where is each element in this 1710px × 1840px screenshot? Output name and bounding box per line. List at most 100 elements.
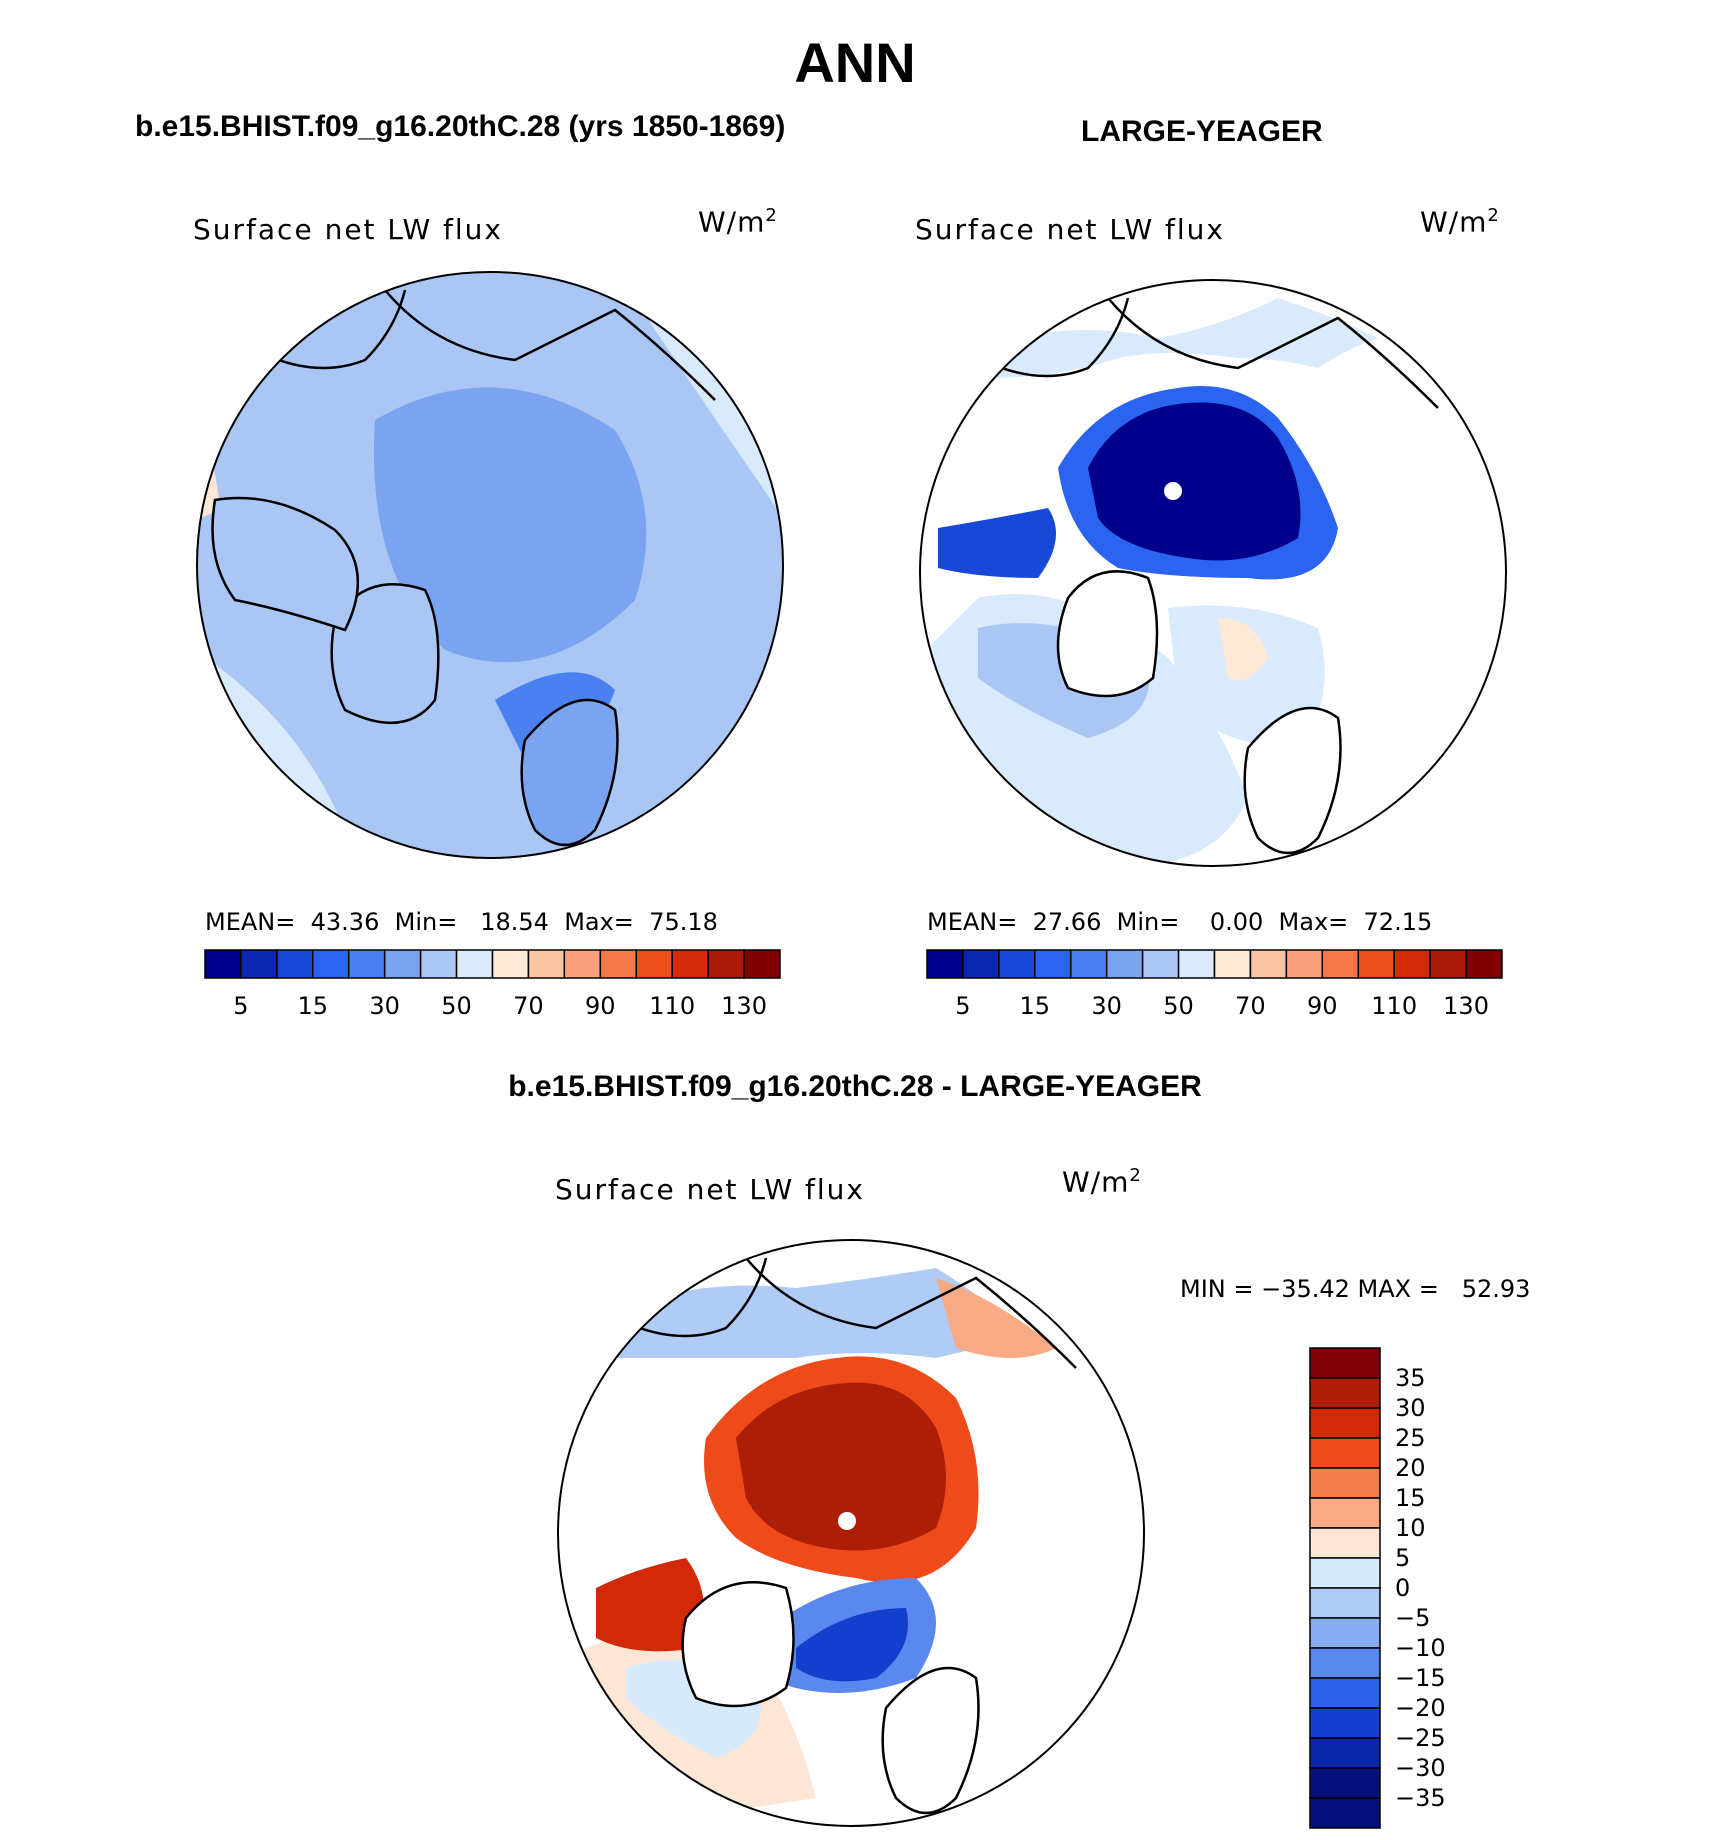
diff-colorbar-tick: 5 <box>1395 1544 1411 1572</box>
case-alaska-coast <box>254 289 407 370</box>
obs-colorbar-box-8 <box>1213 949 1252 979</box>
obs-colorbar-tick: 130 <box>1443 992 1489 1020</box>
diff-scandinavia <box>881 1666 980 1815</box>
obs-colorbar-tick: 5 <box>955 992 971 1020</box>
obs-colorbar-box-1 <box>962 949 1000 979</box>
case-colorbar <box>204 949 781 979</box>
case-colorbar-tick: 70 <box>513 992 544 1020</box>
obs-colorbar-box-12 <box>1357 949 1395 979</box>
diff-colorbar-box-10 <box>1309 1647 1381 1679</box>
diff-field-label: Surface net LW flux <box>555 1173 865 1206</box>
obs-colorbar-box-10 <box>1285 949 1324 979</box>
obs-colorbar-box-9 <box>1249 949 1288 979</box>
case-colorbar-ticks: 5 15 30 50 70 90 110 130 <box>205 992 780 1022</box>
case-stats-line: MEAN= 43.36 Min= 18.54 Max= 75.18 <box>205 908 718 936</box>
diff-colorbar-tick: 0 <box>1395 1574 1411 1602</box>
obs-colorbar-tick: 30 <box>1091 992 1122 1020</box>
diff-barents-core <box>796 1608 908 1682</box>
obs-colorbar-box-3 <box>1034 949 1072 979</box>
case-panel-title: b.e15.BHIST.f09_g16.20thC.28 (yrs 1850-1… <box>135 110 786 143</box>
diff-greenland <box>681 1581 795 1708</box>
diff-colorbar-box-5 <box>1309 1497 1381 1529</box>
obs-greenland <box>1056 570 1159 698</box>
diff-colorbar-box-9 <box>1309 1617 1381 1649</box>
case-siberia-coast <box>384 289 716 401</box>
case-colorbar-box-4 <box>348 949 386 979</box>
case-colorbar-box-5 <box>383 949 422 979</box>
obs-colorbar-box-11 <box>1321 949 1359 979</box>
obs-pole-marker <box>1164 482 1182 500</box>
case-colorbar-tick: 15 <box>297 992 329 1020</box>
obs-colorbar-box-6 <box>1141 949 1180 979</box>
obs-colorbar-box-14 <box>1429 949 1467 979</box>
case-arctic-field <box>373 387 647 663</box>
diff-colorbar-box-0 <box>1309 1347 1381 1379</box>
case-colorbar-box-12 <box>635 949 673 979</box>
case-colorbar-box-7 <box>455 949 494 979</box>
diff-colorbar-tick: −35 <box>1395 1784 1446 1812</box>
obs-colorbar-box-13 <box>1393 949 1431 979</box>
diff-colorbar-tick: 20 <box>1395 1454 1426 1482</box>
figure-title: ANN <box>794 31 916 94</box>
obs-colorbar-box-5 <box>1105 949 1144 979</box>
obs-colorbar-box-4 <box>1070 949 1108 979</box>
case-colorbar-box-1 <box>240 949 278 979</box>
obs-alaska-coast <box>977 297 1130 378</box>
diff-colorbar-tick: −10 <box>1395 1634 1446 1662</box>
case-colorbar-box-8 <box>491 949 530 979</box>
obs-colorbar-ticks: 5 15 30 50 70 90 110 130 <box>927 992 1502 1022</box>
obs-polar-map <box>919 279 1507 867</box>
diff-colorbar-tick: −5 <box>1395 1604 1431 1632</box>
obs-siberia-coast <box>1107 297 1439 409</box>
diff-colorbar-box-4 <box>1309 1467 1381 1499</box>
diff-minmax-label: MIN = −35.42 MAX = 52.93 <box>1180 1275 1531 1303</box>
obs-colorbar-box-15 <box>1465 949 1503 979</box>
diff-colorbar <box>1309 1347 1381 1829</box>
diff-pole-marker <box>838 1512 856 1530</box>
diff-colorbar-box-13 <box>1309 1737 1381 1769</box>
diff-polar-map <box>557 1239 1145 1827</box>
obs-baffin-band <box>938 508 1056 578</box>
obs-stats-line: MEAN= 27.66 Min= 0.00 Max= 72.15 <box>927 908 1433 936</box>
diff-bering-warm <box>936 1278 1056 1358</box>
obs-colorbar-tick: 90 <box>1307 992 1338 1020</box>
obs-units-label: W/m2 <box>1420 205 1500 239</box>
obs-colorbar <box>926 949 1503 979</box>
diff-baffin-warm <box>596 1558 704 1652</box>
case-colorbar-tick: 90 <box>585 992 616 1020</box>
diff-colorbar-tick: 35 <box>1395 1364 1426 1392</box>
obs-colorbar-box-2 <box>998 949 1036 979</box>
case-colorbar-box-10 <box>563 949 602 979</box>
case-colorbar-box-3 <box>312 949 350 979</box>
case-colorbar-tick: 110 <box>649 992 696 1020</box>
obs-colorbar-tick: 70 <box>1235 992 1266 1020</box>
case-units-label: W/m2 <box>698 205 778 239</box>
diff-colorbar-box-6 <box>1309 1527 1381 1559</box>
diff-colorbar-box-8 <box>1309 1587 1381 1619</box>
diff-units-label: W/m2 <box>1062 1165 1142 1199</box>
diff-colorbar-tick: −30 <box>1395 1754 1446 1782</box>
case-colorbar-tick: 130 <box>721 992 767 1020</box>
case-colorbar-box-11 <box>599 949 637 979</box>
obs-colorbar-box-0 <box>926 949 964 979</box>
diff-colorbar-tick: −25 <box>1395 1724 1446 1752</box>
diff-colorbar-tick: −15 <box>1395 1664 1446 1692</box>
obs-field-label: Surface net LW flux <box>915 213 1225 246</box>
diff-colorbar-ticks: 35 30 25 20 15 10 5 0 −5 −10 −15 −20 −25 −30 −35 <box>1395 1348 1475 1828</box>
case-colorbar-box-2 <box>276 949 314 979</box>
case-colorbar-tick: 50 <box>441 992 472 1020</box>
diff-colorbar-box-11 <box>1309 1677 1381 1709</box>
diff-colorbar-box-15 <box>1309 1797 1381 1829</box>
obs-colorbar-tick: 50 <box>1163 992 1194 1020</box>
case-colorbar-box-14 <box>707 949 745 979</box>
diff-colorbar-box-12 <box>1309 1707 1381 1739</box>
obs-colorbar-tick: 15 <box>1019 992 1051 1020</box>
obs-arctic-core <box>1088 402 1301 561</box>
diff-colorbar-box-2 <box>1309 1407 1381 1439</box>
case-colorbar-box-15 <box>743 949 781 979</box>
diff-colorbar-tick: 30 <box>1395 1394 1426 1422</box>
diff-colorbar-tick: 15 <box>1395 1484 1426 1512</box>
obs-scandinavia <box>1243 706 1342 855</box>
diff-colorbar-tick: 25 <box>1395 1424 1426 1452</box>
case-colorbar-box-13 <box>671 949 709 979</box>
